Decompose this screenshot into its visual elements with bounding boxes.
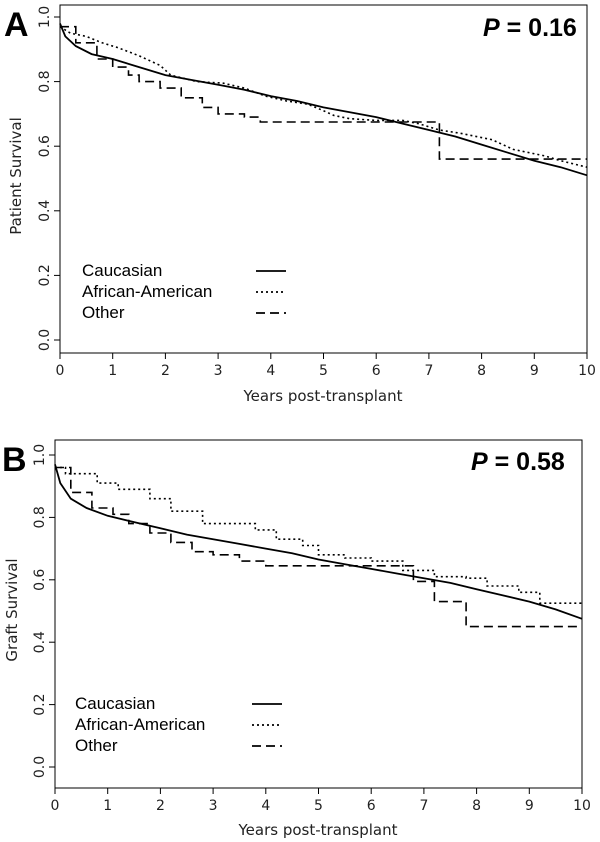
x-tick-label: 4 — [266, 363, 275, 379]
y-tick-label: 0.8 — [32, 506, 48, 528]
y-tick-label: 0.0 — [37, 329, 53, 351]
x-tick-label: 10 — [578, 363, 596, 379]
y-tick-label: 1.0 — [37, 6, 53, 28]
x-tick-label: 2 — [156, 798, 165, 814]
x-tick-label: 8 — [477, 363, 486, 379]
x-tick-label: 9 — [530, 363, 539, 379]
x-tick-label: 0 — [51, 798, 60, 814]
survival-curves — [54, 464, 583, 628]
y-tick-label: 0.4 — [32, 631, 48, 653]
legend: Caucasian African-American Other — [82, 261, 286, 322]
legend-label: Caucasian — [82, 261, 162, 280]
x-axis-label: Years post-transplant — [243, 387, 403, 405]
x-tick-label: 6 — [367, 798, 376, 814]
p-symbol: P — [483, 14, 500, 42]
legend-label: Other — [82, 303, 125, 322]
legend-label: African-American — [82, 282, 212, 301]
legend-label: African-American — [75, 715, 205, 734]
panel-label: A — [4, 6, 29, 44]
x-tick-label: 3 — [214, 363, 223, 379]
p-value: P = 0.16 — [483, 14, 577, 42]
x-tick-label: 7 — [419, 798, 428, 814]
y-tick-label: 1.0 — [32, 444, 48, 466]
y-axis-label: Patient Survival — [7, 117, 25, 234]
series-line-caucasian — [59, 23, 588, 177]
legend: Caucasian African-American Other — [75, 694, 282, 755]
y-tick-label: 0.0 — [32, 756, 48, 778]
x-tick-label: 0 — [56, 363, 65, 379]
plot-frame — [54, 439, 583, 789]
x-tick-label: 8 — [472, 798, 481, 814]
graft-survival-chart: B P = 0.58 0 1 2 3 4 5 6 7 8 9 10 0.0 0.2 0.4 0.6 0.8 1.… — [2, 439, 591, 839]
p-symbol: P — [471, 448, 488, 476]
x-tick-label: 6 — [372, 363, 381, 379]
axis-ticks: 0 1 2 3 4 5 6 7 8 9 10 0.0 0.2 0.4 0.6 0.8 1.0 — [32, 444, 591, 814]
x-tick-label: 5 — [319, 363, 328, 379]
y-tick-label: 0.4 — [37, 200, 53, 222]
x-tick-label: 10 — [573, 798, 591, 814]
survival-curves — [59, 23, 588, 177]
y-axis-label: Graft Survival — [3, 558, 21, 661]
p-value: P = 0.58 — [471, 448, 565, 476]
x-tick-label: 5 — [314, 798, 323, 814]
series-line-african-american — [55, 466, 582, 604]
legend-label: Caucasian — [75, 694, 155, 713]
x-tick-label: 3 — [209, 798, 218, 814]
x-tick-label: 1 — [108, 363, 117, 379]
y-tick-label: 0.8 — [37, 70, 53, 92]
x-tick-label: 2 — [161, 363, 170, 379]
y-tick-label: 0.2 — [37, 264, 53, 286]
series-line-other — [55, 466, 582, 628]
y-tick-label: 0.6 — [32, 569, 48, 591]
y-tick-label: 0.2 — [32, 693, 48, 715]
x-tick-label: 7 — [424, 363, 433, 379]
series-line-caucasian — [54, 464, 583, 620]
x-axis-label: Years post-transplant — [238, 821, 398, 839]
series-line-other — [60, 25, 587, 160]
legend-label: Other — [75, 736, 118, 755]
x-tick-label: 4 — [261, 798, 270, 814]
patient-survival-chart: A P = 0.16 0 1 2 3 4 5 6 7 8 9 10 0.0 0.2 0.4 0.6 0.8 1.… — [4, 4, 596, 405]
p-value-text: = 0.58 — [488, 448, 565, 476]
axis-ticks: 0 1 2 3 4 5 6 7 8 9 10 0.0 0.2 0.4 0.6 0.8 1.0 — [37, 6, 596, 379]
x-tick-label: 1 — [103, 798, 112, 814]
y-tick-label: 0.6 — [37, 135, 53, 157]
p-value-text: = 0.16 — [500, 14, 577, 42]
series-line-african-american — [59, 26, 588, 168]
panel-label: B — [2, 441, 27, 479]
x-tick-label: 9 — [525, 798, 534, 814]
